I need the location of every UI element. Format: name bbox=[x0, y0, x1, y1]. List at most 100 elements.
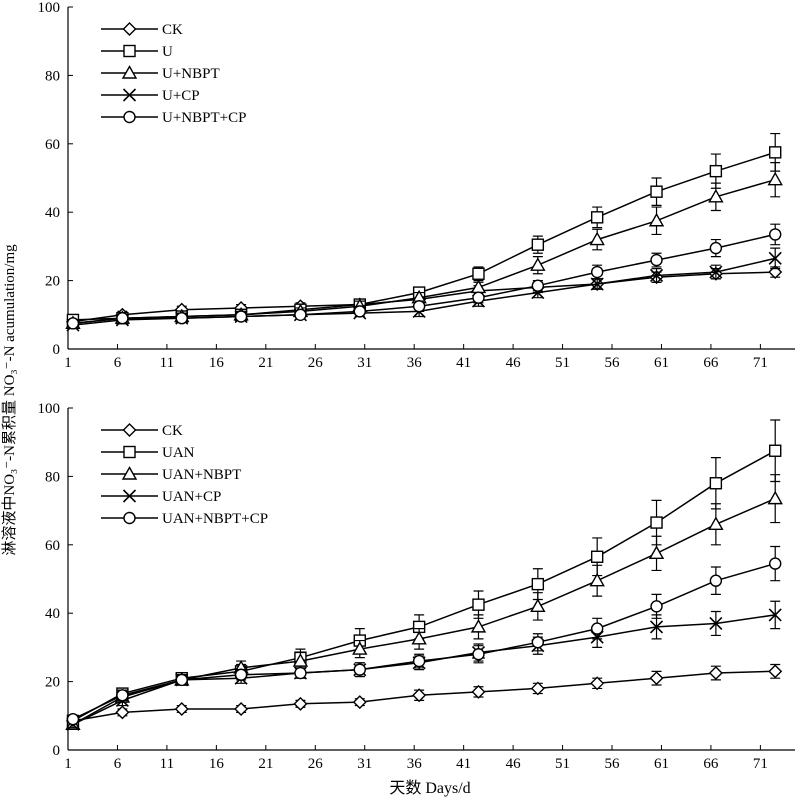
data-point bbox=[709, 241, 723, 255]
data-point bbox=[352, 641, 368, 655]
data-point bbox=[353, 305, 366, 318]
x-tick-label: 16 bbox=[209, 355, 225, 371]
data-point bbox=[472, 598, 485, 611]
data-point bbox=[530, 681, 545, 696]
data-point bbox=[294, 308, 307, 321]
data-point bbox=[590, 622, 604, 635]
data-point bbox=[589, 572, 605, 587]
x-tick-label: 66 bbox=[703, 756, 719, 772]
data-point bbox=[66, 713, 80, 726]
data-point bbox=[769, 146, 782, 159]
data-point bbox=[472, 648, 485, 661]
y-tick-label: 40 bbox=[45, 205, 60, 221]
data-point bbox=[590, 211, 604, 224]
data-point bbox=[650, 253, 663, 267]
x-tick-label: 61 bbox=[654, 756, 669, 772]
data-point bbox=[530, 257, 546, 271]
data-point bbox=[531, 636, 545, 649]
data-point bbox=[708, 666, 723, 681]
y-tick-label: 0 bbox=[53, 342, 61, 358]
x-tick-label: 61 bbox=[654, 355, 669, 371]
legend-label: CK bbox=[162, 22, 183, 38]
x-tick-label: 56 bbox=[605, 355, 621, 371]
legend-label: U+NBPT+CP bbox=[162, 110, 246, 126]
data-point bbox=[531, 577, 545, 591]
data-point bbox=[116, 312, 129, 325]
data-point bbox=[412, 300, 426, 313]
data-point bbox=[650, 516, 663, 529]
x-tick-label: 31 bbox=[357, 756, 372, 772]
data-point bbox=[709, 574, 723, 587]
data-point bbox=[590, 265, 604, 279]
legend: CK UAN UAN+NBPT UAN+CP UAN+NBPT+CP bbox=[101, 423, 268, 527]
data-point bbox=[472, 267, 485, 280]
legend-marker bbox=[122, 88, 137, 102]
series-u-nbpt-cp bbox=[66, 223, 782, 330]
data-point bbox=[590, 277, 604, 291]
x-tick-label: 26 bbox=[308, 756, 324, 772]
data-point bbox=[590, 676, 605, 691]
y-tick-label: 40 bbox=[45, 606, 60, 622]
y-tick-label: 100 bbox=[38, 0, 61, 16]
data-point bbox=[649, 268, 664, 283]
data-point bbox=[175, 312, 188, 325]
data-point bbox=[768, 664, 783, 679]
data-point bbox=[115, 705, 130, 720]
data-point bbox=[292, 653, 309, 667]
data-point bbox=[709, 164, 723, 178]
legend-label: U+NBPT bbox=[162, 66, 220, 82]
x-tick-label: 21 bbox=[258, 355, 273, 371]
legend-marker bbox=[122, 22, 137, 36]
data-point bbox=[709, 265, 723, 279]
x-tick-label: 51 bbox=[555, 355, 570, 371]
legend-marker bbox=[123, 44, 136, 58]
y-tick-label: 20 bbox=[45, 274, 60, 290]
x-axis-label: 天数 Days/d bbox=[389, 779, 470, 797]
y-tick-label: 80 bbox=[45, 68, 60, 84]
x-tick-label: 11 bbox=[160, 756, 174, 772]
data-point bbox=[531, 238, 545, 251]
data-point bbox=[470, 618, 487, 633]
x-tick-label: 46 bbox=[506, 756, 522, 772]
x-tick-label: 11 bbox=[160, 355, 174, 371]
data-point bbox=[768, 251, 782, 265]
x-tick-label: 71 bbox=[753, 756, 768, 772]
x-tick-label: 6 bbox=[114, 756, 122, 772]
data-point bbox=[650, 185, 663, 198]
data-point bbox=[767, 171, 783, 186]
legend-marker bbox=[122, 423, 137, 437]
data-point bbox=[768, 608, 782, 622]
x-tick-label: 66 bbox=[703, 355, 719, 371]
legend-label: UAN bbox=[162, 445, 195, 461]
y-tick-label: 60 bbox=[45, 137, 60, 153]
data-point bbox=[353, 663, 366, 676]
x-tick-label: 71 bbox=[753, 355, 768, 371]
legend-label: CK bbox=[162, 423, 183, 439]
data-point bbox=[589, 231, 605, 246]
data-point bbox=[234, 310, 248, 323]
data-point bbox=[769, 444, 782, 457]
data-point bbox=[293, 696, 308, 711]
legend-label: UAN+CP bbox=[162, 489, 221, 505]
x-tick-label: 1 bbox=[64, 756, 72, 772]
y-tick-label: 20 bbox=[45, 675, 60, 691]
legend-label: UAN+NBPT+CP bbox=[162, 511, 268, 527]
legend: CK U U+NBPT U+CP U+NBPT+CP bbox=[101, 22, 246, 126]
data-point bbox=[709, 616, 723, 631]
y-tick-label: 100 bbox=[38, 401, 61, 417]
data-point bbox=[769, 228, 782, 241]
data-point bbox=[769, 557, 782, 570]
data-point bbox=[709, 477, 723, 490]
legend-marker bbox=[123, 445, 136, 459]
legend-marker bbox=[123, 511, 136, 525]
data-point bbox=[412, 688, 427, 703]
x-tick-label: 36 bbox=[407, 355, 423, 371]
x-tick-label: 26 bbox=[308, 355, 324, 371]
shared-y-axis-label: 淋溶液中NO₃⁻-N累积量 NO₃⁻-N acumulation/mg bbox=[1, 244, 18, 556]
legend-label: U bbox=[162, 44, 173, 60]
y-tick-label: 60 bbox=[45, 538, 60, 554]
data-point bbox=[767, 490, 783, 505]
